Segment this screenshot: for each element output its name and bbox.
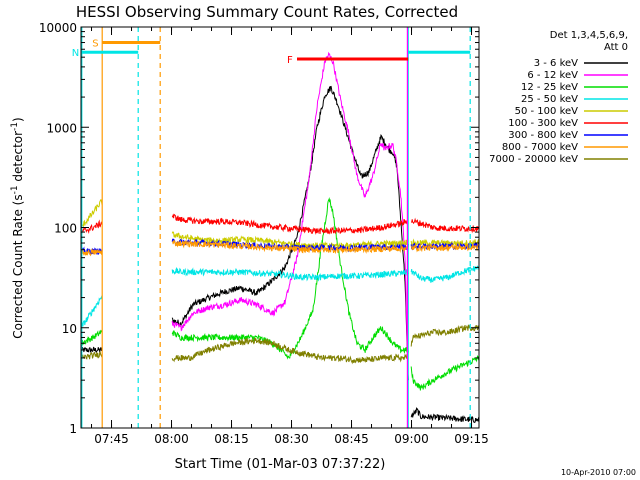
y-axis-label-sup1: -1 [10,185,20,194]
y-axis-label-sup2: -1 [10,122,20,131]
legend-label-0: 3 - 6 keV [534,58,578,69]
footer-timestamp: 10-Apr-2010 07:00 [561,468,636,477]
flag-label-2: F [287,55,293,66]
y-axis-label: Corrected Count Rate (s-1 detector-1) [10,117,25,338]
y-tick-label-3: 1000 [46,121,77,135]
plot-frame [80,26,480,429]
y-axis-label-main: Corrected Count Rate (s [11,194,25,338]
legend-header-1: Att 0 [604,42,628,53]
x-tick-label-0: 07:45 [94,432,129,446]
series-line-8 [80,324,480,365]
x-tick-label-5: 09:00 [394,432,429,446]
x-tick-label-6: 09:15 [454,432,489,446]
y-axis-label-end: ) [11,117,25,122]
y-tick-label-2: 100 [54,222,77,236]
series-line-7 [80,239,480,257]
x-tick-label-3: 08:30 [274,432,309,446]
legend-label-6: 300 - 800 keV [508,130,578,141]
series-line-1 [171,51,409,371]
x-tick-label-2: 08:15 [214,432,249,446]
y-tick-label-4: 10000 [39,21,77,35]
series-line-0 [80,85,480,423]
plot-area: S N F 1 10 100 1000 10000 07:45 08:00 08:15 08:30 08… [39,21,489,446]
flag-label-0: S [92,39,98,50]
series-line-5 [80,213,480,235]
series-line-3 [80,265,480,330]
x-tick-label-4: 08:45 [334,432,369,446]
y-axis-label-mid: detector [11,131,25,186]
series-line-2 [80,196,480,391]
chart-title: HESSI Observing Summary Count Rates, Cor… [76,3,458,21]
legend-label-4: 50 - 100 keV [515,106,579,117]
flag-label-1: N [72,48,79,59]
legend-label-1: 6 - 12 keV [527,70,578,81]
legend-label-5: 100 - 300 keV [508,118,578,129]
y-tick-label-1: 10 [62,322,77,336]
legend-label-7: 800 - 7000 keV [502,142,578,153]
legend-header-0: Det 1,3,4,5,6,9, [550,30,628,41]
legend-label-8: 7000 - 20000 keV [489,154,578,165]
y-tick-label-0: 1 [69,422,77,436]
legend-label-2: 12 - 25 keV [521,82,578,93]
x-axis-label: Start Time (01-Mar-03 07:37:22) [175,457,386,472]
x-tick-label-1: 08:00 [154,432,189,446]
legend-label-3: 25 - 50 keV [521,94,578,105]
